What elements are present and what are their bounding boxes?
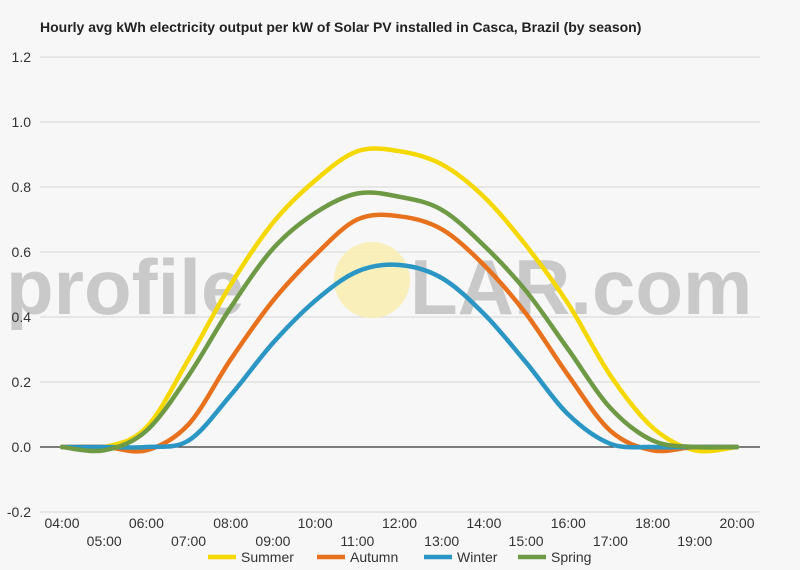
x-tick-label: 10:00 — [298, 515, 333, 531]
x-tick-label: 05:00 — [87, 533, 122, 549]
x-tick-label: 16:00 — [551, 515, 586, 531]
x-tick-label: 07:00 — [171, 533, 206, 549]
watermark-text-right: LAR.com — [410, 243, 752, 331]
x-tick-label: 04:00 — [44, 515, 79, 531]
x-tick-label: 14:00 — [466, 515, 501, 531]
legend-label-autumn: Autumn — [350, 549, 398, 565]
legend-label-winter: Winter — [457, 549, 498, 565]
legend-label-summer: Summer — [241, 549, 294, 565]
watermark-text-left: profile — [6, 243, 244, 331]
y-tick-label: 1.2 — [12, 49, 32, 65]
series-lines — [59, 146, 740, 454]
y-axis-ticks: -0.2 0.0 0.2 0.4 0.6 0.8 1.0 1.2 — [7, 49, 31, 520]
y-tick-label: 0.2 — [12, 374, 32, 390]
y-tick-label: 0.0 — [12, 439, 32, 455]
x-tick-label: 11:00 — [340, 533, 374, 549]
x-tick-label: 09:00 — [255, 533, 290, 549]
y-tick-label: 0.4 — [12, 309, 32, 325]
series-line-summer — [59, 146, 740, 454]
legend-label-spring: Spring — [551, 549, 591, 565]
x-tick-label: 12:00 — [382, 515, 417, 531]
watermark: profile LAR.com — [6, 242, 752, 331]
x-tick-label: 19:00 — [677, 533, 712, 549]
x-axis-ticks: 04:00 05:00 06:00 07:00 08:00 09:00 10:00 11:00… — [44, 515, 754, 549]
y-tick-label: -0.2 — [7, 504, 31, 520]
x-tick-label: 20:00 — [719, 515, 754, 531]
watermark-sun-icon — [334, 242, 410, 318]
y-tick-label: 0.8 — [12, 179, 32, 195]
x-tick-label: 08:00 — [213, 515, 248, 531]
y-tick-label: 0.6 — [12, 244, 32, 260]
y-tick-label: 1.0 — [12, 114, 32, 130]
series-line-autumn — [59, 212, 740, 454]
grid-lines — [40, 56, 760, 513]
x-tick-label: 15:00 — [509, 533, 544, 549]
x-tick-label: 06:00 — [129, 515, 164, 531]
series-line-winter — [59, 262, 740, 450]
series-line-spring — [59, 190, 740, 454]
x-tick-label: 13:00 — [424, 533, 459, 549]
x-tick-label: 17:00 — [593, 533, 628, 549]
legend: Summer Autumn Winter Spring — [208, 549, 591, 565]
x-tick-label: 18:00 — [635, 515, 670, 531]
chart-title: Hourly avg kWh electricity output per kW… — [40, 19, 642, 35]
